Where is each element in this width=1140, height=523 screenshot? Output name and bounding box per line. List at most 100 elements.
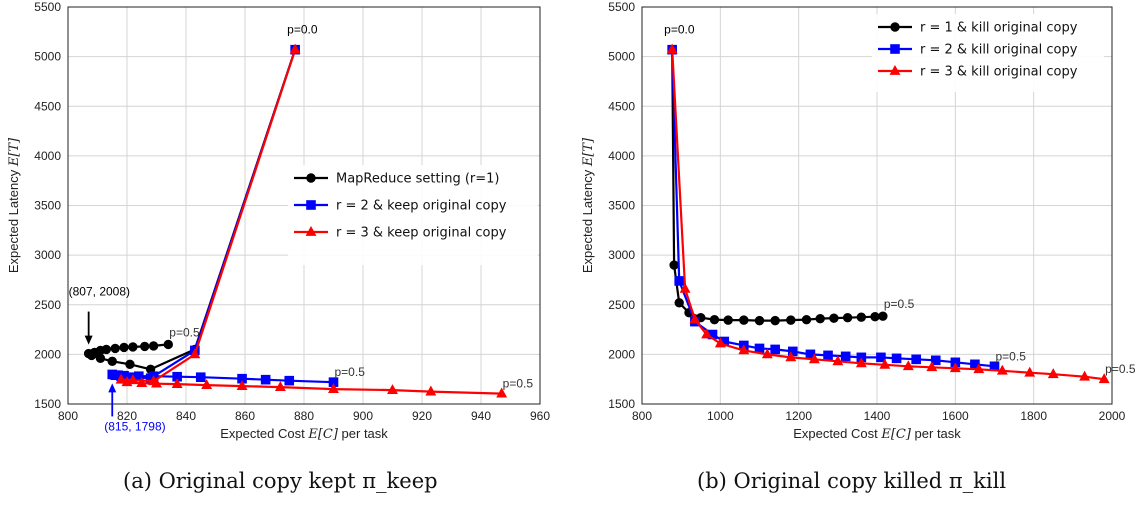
data-point xyxy=(151,377,162,388)
y-tick-label: 5500 xyxy=(608,0,635,14)
x-tick-label: 1000 xyxy=(707,409,734,423)
data-point xyxy=(140,341,150,352)
legend-marker xyxy=(306,173,316,183)
data-point xyxy=(801,314,812,325)
data-point xyxy=(496,387,508,398)
data-point xyxy=(1047,368,1059,379)
y-tick-label: 3500 xyxy=(608,199,635,213)
legend-item: r = 2 & keep original copy xyxy=(294,199,507,214)
data-point xyxy=(930,355,941,366)
arrow-head xyxy=(108,383,117,393)
data-point xyxy=(328,383,339,394)
data-point xyxy=(274,381,286,392)
data-point xyxy=(121,376,133,387)
plot-frame xyxy=(67,6,541,405)
legend-label: r = 3 & kill original copy xyxy=(920,65,1078,80)
x-tick-label: 1600 xyxy=(942,409,969,423)
y-tick-label: 4000 xyxy=(34,149,61,163)
y-tick-label: 3000 xyxy=(608,248,635,262)
data-point xyxy=(739,315,749,325)
tick-labels: 800 820 840 860 880 900 920 940 960 1500 2000 2500 3… xyxy=(34,0,550,423)
data-point xyxy=(127,374,139,385)
chart-panel-a: 800 820 840 860 880 900 920 940 960 1500 2000 2500 3… xyxy=(6,0,550,493)
data-point xyxy=(840,351,851,362)
legend: r = 1 & kill original copy r = 2 & kill o… xyxy=(872,14,1104,92)
data-point xyxy=(119,342,129,353)
point-annotation: (807, 2008) xyxy=(69,285,130,299)
data-point xyxy=(770,315,780,326)
data-point xyxy=(110,343,120,354)
data-point xyxy=(101,344,112,355)
annotations: p=0.0 p=0.5 p=0.5 p=0.5 (807, 2008) (815, 179… xyxy=(69,23,534,434)
legend-marker xyxy=(890,22,900,32)
data-point xyxy=(107,356,117,367)
y-tick-label: 4000 xyxy=(608,149,635,163)
data-point xyxy=(996,364,1008,375)
data-point xyxy=(878,311,888,321)
x-tick-label: 1400 xyxy=(864,409,891,423)
legend-label: r = 2 & kill original copy xyxy=(920,43,1078,58)
tick-labels: 800 1000 1200 1400 1600 1800 2000 1500 2000 2500 3… xyxy=(608,0,1125,423)
data-point xyxy=(876,352,886,363)
data-point xyxy=(387,384,398,395)
point-annotation: p=0.0 xyxy=(287,23,318,37)
data-point xyxy=(815,313,825,324)
data-point xyxy=(902,360,914,371)
data-point xyxy=(870,311,880,322)
data-point xyxy=(738,344,750,355)
annotations: p=0.0 p=0.5 p=0.5 p=0.5 xyxy=(664,23,1136,377)
arrow-head xyxy=(84,335,93,345)
data-point xyxy=(879,358,891,369)
data-point xyxy=(723,315,733,325)
x-tick-label: 1200 xyxy=(785,409,812,423)
x-tick-label: 920 xyxy=(412,409,432,423)
chart-panel-b: 800 1000 1200 1400 1600 1800 2000 1500 2000 2500 3… xyxy=(580,0,1136,493)
data-point xyxy=(674,298,684,308)
figure-caption: (a) Original copy kept π_keep xyxy=(123,469,438,493)
data-point xyxy=(856,312,867,322)
legend-item: r = 1 & kill original copy xyxy=(878,21,1078,36)
y-tick-label: 2500 xyxy=(34,298,61,312)
y-tick-label: 5000 xyxy=(608,50,635,64)
x-axis-label: Expected Cost E[C] per task xyxy=(220,426,388,442)
x-tick-label: 800 xyxy=(632,409,652,423)
legend-item: MapReduce setting (r=1) xyxy=(294,172,500,187)
data-point xyxy=(949,362,961,373)
point-annotation: (815, 1798) xyxy=(104,419,165,433)
data-point xyxy=(689,313,701,324)
legend-label: r = 3 & keep original copy xyxy=(336,226,507,241)
data-point xyxy=(1098,373,1110,384)
data-point xyxy=(260,374,271,385)
data-point xyxy=(973,363,985,374)
point-annotation: p=0.5 xyxy=(996,349,1027,363)
data-point xyxy=(669,260,679,270)
data-point xyxy=(425,385,437,396)
data-point xyxy=(284,375,295,386)
data-point xyxy=(911,354,921,365)
data-point xyxy=(754,343,765,354)
data-point xyxy=(855,357,867,368)
data-point xyxy=(829,313,839,323)
data-point xyxy=(666,43,678,54)
x-tick-label: 880 xyxy=(294,409,314,423)
data-point xyxy=(842,312,853,323)
point-annotation: p=0.5 xyxy=(335,365,366,379)
legend-marker xyxy=(305,225,317,236)
y-tick-label: 2500 xyxy=(608,298,635,312)
legend-marker xyxy=(306,200,316,210)
data-point xyxy=(236,380,248,391)
point-annotation: p=0.0 xyxy=(664,23,695,37)
legend-item: r = 3 & keep original copy xyxy=(294,226,507,241)
data-point xyxy=(289,43,301,54)
y-tick-label: 2000 xyxy=(34,347,61,361)
data-point xyxy=(163,339,174,350)
y-tick-label: 5500 xyxy=(34,0,61,14)
legend: MapReduce setting (r=1) r = 2 & keep orig… xyxy=(288,165,538,265)
point-annotation: p=0.5 xyxy=(503,377,534,391)
data-point xyxy=(709,314,720,325)
y-axis-label: Expected Latency E[T] xyxy=(580,137,596,273)
y-tick-label: 4500 xyxy=(608,99,635,113)
data-point xyxy=(136,377,148,388)
data-point xyxy=(171,378,183,389)
